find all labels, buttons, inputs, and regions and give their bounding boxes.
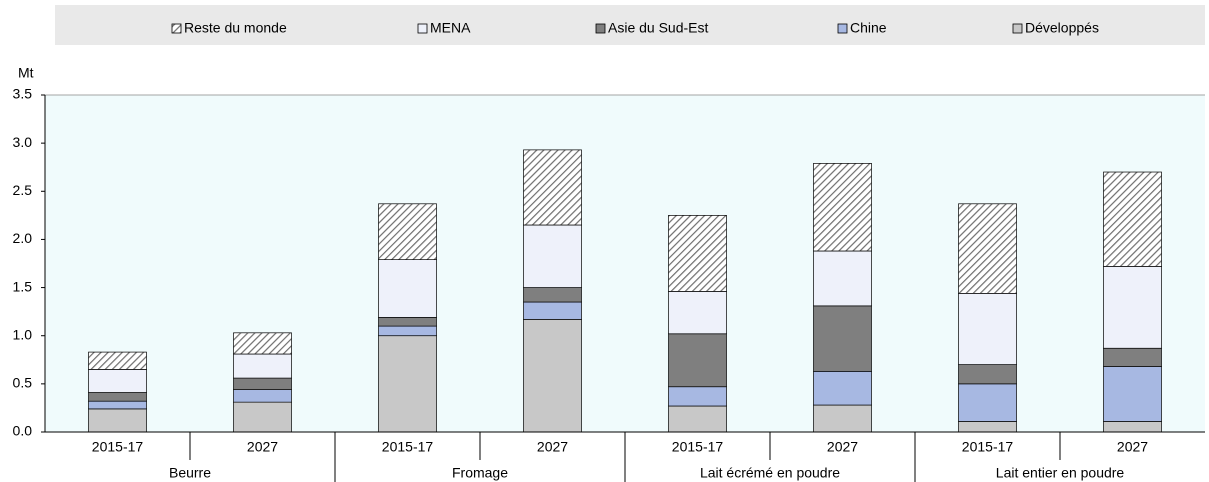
bar-segment [233, 377, 292, 390]
legend-label: Reste du monde [184, 20, 287, 36]
plot-background [45, 95, 1205, 432]
bar-segment [378, 259, 437, 318]
legend-label: MENA [430, 20, 471, 36]
bar-segment [958, 383, 1017, 422]
bar-segment [813, 250, 872, 307]
bar-segment [813, 305, 872, 372]
bar-segment [88, 392, 147, 402]
bar-segment [523, 318, 582, 433]
bar-segment [523, 149, 582, 226]
bar-segment [668, 405, 727, 433]
bar-segment [668, 333, 727, 388]
bar-segment [1103, 421, 1162, 433]
x-tick-label: 2015-17 [962, 439, 1014, 455]
x-tick-label: 2015-17 [672, 439, 724, 455]
y-tick-label: 2.5 [13, 182, 33, 198]
bar-segment [88, 400, 147, 410]
bar-segment [668, 215, 727, 292]
bar-segment [1103, 171, 1162, 267]
x-tick-label: 2027 [1117, 439, 1148, 455]
x-tick-label: 2027 [537, 439, 568, 455]
bar-segment [668, 386, 727, 407]
bar-segment [668, 291, 727, 335]
legend-label: Chine [850, 20, 887, 36]
bar-segment [378, 203, 437, 260]
bar-segment [813, 404, 872, 433]
legend-label: Asie du Sud-Est [608, 20, 708, 36]
bar-segment [88, 408, 147, 433]
bar-segment [1103, 266, 1162, 349]
legend-swatch [1012, 23, 1023, 34]
y-tick-label: 3.5 [13, 86, 33, 102]
group-label: Beurre [169, 465, 211, 481]
bar-segment [378, 317, 437, 327]
bar-segment [233, 353, 292, 379]
y-tick-label: 0.0 [13, 423, 33, 439]
group-label: Fromage [452, 465, 508, 481]
bar-segment [958, 364, 1017, 385]
x-tick-label: 2015-17 [382, 439, 434, 455]
legend-swatch [837, 23, 848, 34]
bar-segment [958, 421, 1017, 433]
bar-segment [958, 203, 1017, 294]
bar-segment [378, 325, 437, 337]
bar-segment [1103, 347, 1162, 367]
legend-swatch [595, 23, 606, 34]
x-tick-label: 2015-17 [92, 439, 144, 455]
y-tick-label: 3.0 [13, 134, 33, 150]
bar-segment [813, 370, 872, 406]
legend-label: Développés [1025, 20, 1099, 36]
group-label: Lait écrémé en poudre [700, 465, 840, 481]
y-tick-label: 1.0 [13, 326, 33, 342]
bar-segment [88, 369, 147, 393]
bar-segment [378, 335, 437, 433]
group-label: Lait entier en poudre [996, 465, 1125, 481]
bar-segment [813, 163, 872, 252]
bar-segment [233, 389, 292, 403]
y-axis-label: Mt [18, 65, 34, 81]
bar-segment [523, 224, 582, 288]
bar-segment [88, 351, 147, 370]
bar-segment [523, 287, 582, 303]
bar-segment [233, 332, 292, 355]
bar-segment [958, 292, 1017, 365]
y-tick-label: 2.0 [13, 230, 33, 246]
legend-swatch [171, 23, 182, 34]
y-tick-label: 1.5 [13, 278, 33, 294]
y-tick-label: 0.5 [13, 375, 33, 391]
legend-swatch [417, 23, 428, 34]
bar-segment [1103, 366, 1162, 422]
x-tick-label: 2027 [827, 439, 858, 455]
x-tick-label: 2027 [247, 439, 278, 455]
bar-segment [523, 301, 582, 320]
bar-segment [233, 401, 292, 433]
